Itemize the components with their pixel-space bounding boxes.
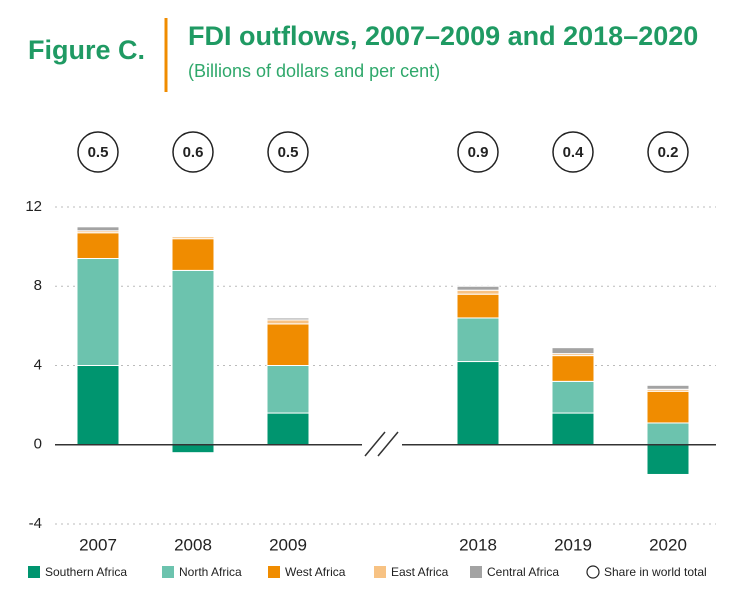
legend-label: Southern Africa <box>45 565 127 579</box>
chart-title: FDI outflows, 2007–2009 and 2018–2020 <box>188 21 698 51</box>
legend-swatch <box>268 566 280 578</box>
bar-segment <box>76 226 120 232</box>
share-label: 0.5 <box>88 144 109 161</box>
bar-segment <box>456 285 500 291</box>
share-circle <box>77 131 119 173</box>
legend-swatch <box>162 566 174 578</box>
share-label: 0.5 <box>278 144 299 161</box>
bar-segment <box>266 317 310 321</box>
legend-label: Central Africa <box>487 565 559 579</box>
bar-segment <box>171 238 215 271</box>
bar-segment <box>456 361 500 446</box>
legend-swatch <box>470 566 482 578</box>
legend-label: West Africa <box>285 565 346 579</box>
y-tick-label: 12 <box>25 198 42 215</box>
axis-break <box>362 428 402 462</box>
x-tick-label: 2020 <box>649 535 687 554</box>
bar-segment <box>551 412 595 446</box>
bar-segment <box>76 365 120 446</box>
bar-segment <box>171 269 215 446</box>
bar-segment <box>266 319 310 325</box>
bar-segment <box>646 390 690 424</box>
break-mark <box>377 431 399 457</box>
x-tick-label: 2019 <box>554 535 592 554</box>
break-mark <box>364 431 386 457</box>
bar-segment <box>171 236 215 240</box>
bar-segment <box>551 380 595 414</box>
bar-segment <box>646 384 690 390</box>
share-circle <box>647 131 689 173</box>
share-label: 0.4 <box>563 144 585 161</box>
bar-segment <box>646 444 690 475</box>
bar-segment <box>646 422 690 446</box>
y-tick-label: 0 <box>34 436 42 453</box>
bar-segment <box>266 365 310 414</box>
bar-segment <box>456 317 500 363</box>
bar-segment <box>551 355 595 382</box>
bar-segment <box>456 293 500 319</box>
y-tick-label: 4 <box>34 356 42 373</box>
x-tick-label: 2018 <box>459 535 497 554</box>
y-tick-label: 8 <box>34 277 42 294</box>
x-tick-label: 2008 <box>174 535 212 554</box>
legend-label: North Africa <box>179 565 242 579</box>
legend-label: East Africa <box>391 565 449 579</box>
chart-subtitle: (Billions of dollars and per cent) <box>188 61 440 81</box>
share-circle <box>172 131 214 173</box>
bar-segment <box>456 289 500 295</box>
x-tick-label: 2009 <box>269 535 307 554</box>
bar-segment <box>171 444 215 454</box>
bar-segment <box>551 347 595 355</box>
share-circle <box>267 131 309 173</box>
bar-segment <box>76 258 120 367</box>
share-circle <box>457 131 499 173</box>
bar-segment <box>266 323 310 366</box>
bar-segment <box>76 232 120 260</box>
share-label: 0.9 <box>468 144 489 161</box>
bar-segment <box>266 412 310 446</box>
x-tick-label: 2007 <box>79 535 117 554</box>
legend-swatch <box>28 566 40 578</box>
share-label: 0.6 <box>183 144 204 161</box>
figure-label: Figure C. <box>28 35 145 65</box>
legend-swatch <box>374 566 386 578</box>
break-gap <box>362 428 402 462</box>
share-circle <box>552 131 594 173</box>
legend-label: Share in world total <box>604 565 707 579</box>
y-tick-label: -4 <box>29 515 42 532</box>
share-label: 0.2 <box>658 144 679 161</box>
legend-swatch <box>586 565 600 579</box>
